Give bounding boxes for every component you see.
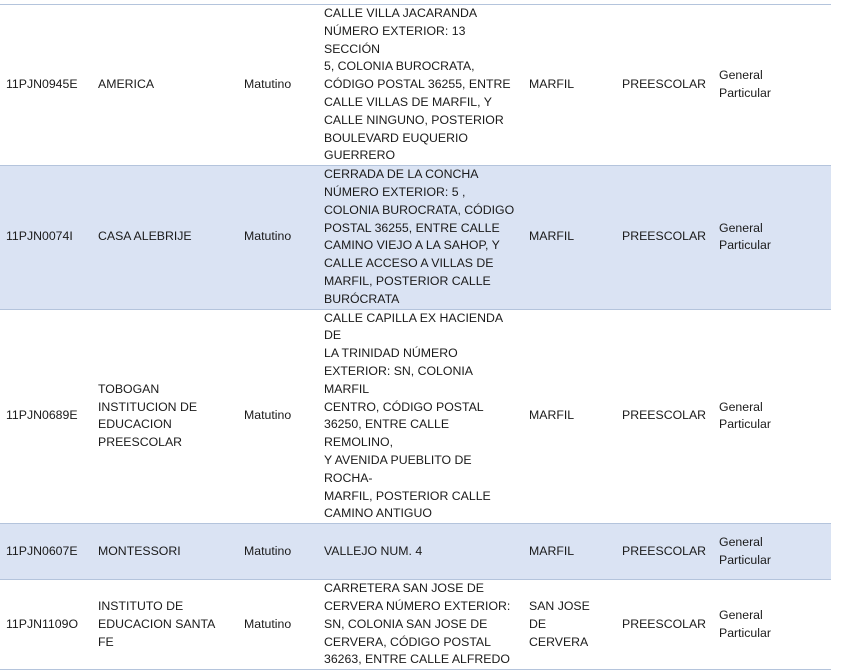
table-row: 11PJN0607E MONTESSORI Matutino VALLEJO N… xyxy=(0,523,831,581)
cell-tipo: General Particular xyxy=(713,308,831,525)
cell-turno: Matutino xyxy=(238,308,318,525)
cell-nivel: PREESCOLAR xyxy=(616,165,713,310)
cell-tipo: General Particular xyxy=(713,579,831,670)
cell-nombre: MONTESSORI xyxy=(92,523,238,581)
cell-nivel: PREESCOLAR xyxy=(616,308,713,525)
cell-domicilio: CERRADA DE LA CONCHA NÚMERO EXTERIOR: 5 … xyxy=(318,165,523,310)
cell-domicilio: VALLEJO NUM. 4 xyxy=(318,523,523,581)
cell-nombre: AMERICA xyxy=(92,3,238,167)
cell-turno: Matutino xyxy=(238,523,318,581)
cell-clave: 11PJN0945E xyxy=(0,3,92,167)
cell-domicilio: CARRETERA SAN JOSE DE CERVERA NÚMERO EXT… xyxy=(318,579,523,670)
cell-tipo: General Particular xyxy=(713,3,831,167)
table-row: 11PJN1109O INSTITUTO DE EDUCACION SANTA … xyxy=(0,579,831,670)
schools-table: 11PJN0945E AMERICA Matutino CALLE VILLA … xyxy=(0,3,831,670)
table-row: 11PJN0689E TOBOGAN INSTITUCION DE EDUCAC… xyxy=(0,308,831,525)
cell-domicilio: CALLE CAPILLA EX HACIENDA DE LA TRINIDAD… xyxy=(318,308,523,525)
cell-turno: Matutino xyxy=(238,165,318,310)
cell-nivel: PREESCOLAR xyxy=(616,3,713,167)
cell-nombre: INSTITUTO DE EDUCACION SANTA FE xyxy=(92,579,238,670)
cell-localidad: SAN JOSE DE CERVERA xyxy=(523,579,616,670)
cell-nombre: CASA ALEBRIJE xyxy=(92,165,238,310)
cell-localidad: MARFIL xyxy=(523,308,616,525)
cell-localidad: MARFIL xyxy=(523,3,616,167)
cell-clave: 11PJN0074I xyxy=(0,165,92,310)
cell-nivel: PREESCOLAR xyxy=(616,523,713,581)
cell-clave: 11PJN0607E xyxy=(0,523,92,581)
table-row: 11PJN0945E AMERICA Matutino CALLE VILLA … xyxy=(0,3,831,167)
cell-localidad: MARFIL xyxy=(523,523,616,581)
cell-turno: Matutino xyxy=(238,579,318,670)
cell-turno: Matutino xyxy=(238,3,318,167)
table-row: 11PJN0074I CASA ALEBRIJE Matutino CERRAD… xyxy=(0,165,831,310)
cell-clave: 11PJN0689E xyxy=(0,308,92,525)
cell-tipo: General Particular xyxy=(713,165,831,310)
cell-localidad: MARFIL xyxy=(523,165,616,310)
cell-tipo: General Particular xyxy=(713,523,831,581)
cell-clave: 11PJN1109O xyxy=(0,579,92,670)
cell-domicilio: CALLE VILLA JACARANDA NÚMERO EXTERIOR: 1… xyxy=(318,3,523,167)
cell-nivel: PREESCOLAR xyxy=(616,579,713,670)
cell-nombre: TOBOGAN INSTITUCION DE EDUCACION PREESCO… xyxy=(92,308,238,525)
